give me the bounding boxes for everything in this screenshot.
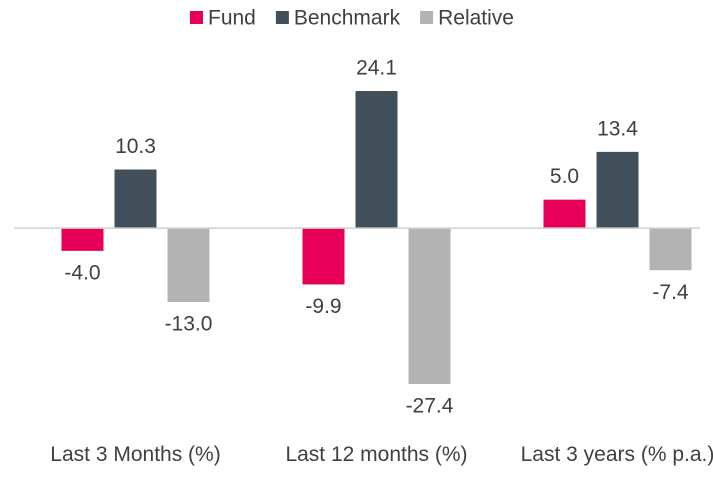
bar	[167, 228, 210, 303]
legend-swatch	[190, 11, 203, 24]
bar	[355, 91, 398, 229]
bar	[649, 228, 692, 271]
data-label: 13.4	[597, 117, 638, 140]
data-label: -27.4	[406, 395, 454, 418]
data-label: 5.0	[550, 165, 579, 188]
data-label: 24.1	[356, 57, 397, 80]
data-label: -13.0	[165, 313, 213, 336]
legend-swatch	[275, 11, 289, 24]
bar	[114, 169, 157, 229]
data-label: 10.3	[115, 135, 156, 158]
category-label: Last 12 months (%)	[285, 443, 468, 466]
legend-swatch	[420, 11, 434, 24]
bar	[61, 228, 104, 251]
bar	[596, 151, 639, 229]
data-label: -4.0	[64, 261, 100, 284]
data-label: -9.9	[305, 295, 341, 318]
legend-label: Fund	[208, 7, 256, 30]
legend-label: Relative	[438, 7, 514, 30]
bar	[302, 228, 345, 285]
bar	[543, 199, 586, 229]
data-label: -7.4	[652, 281, 689, 304]
bar	[408, 228, 451, 384]
category-label: Last 3 Months (%)	[50, 443, 221, 466]
legend-label: Benchmark	[294, 7, 401, 30]
category-label: Last 3 years (% p.a.)	[520, 443, 713, 466]
